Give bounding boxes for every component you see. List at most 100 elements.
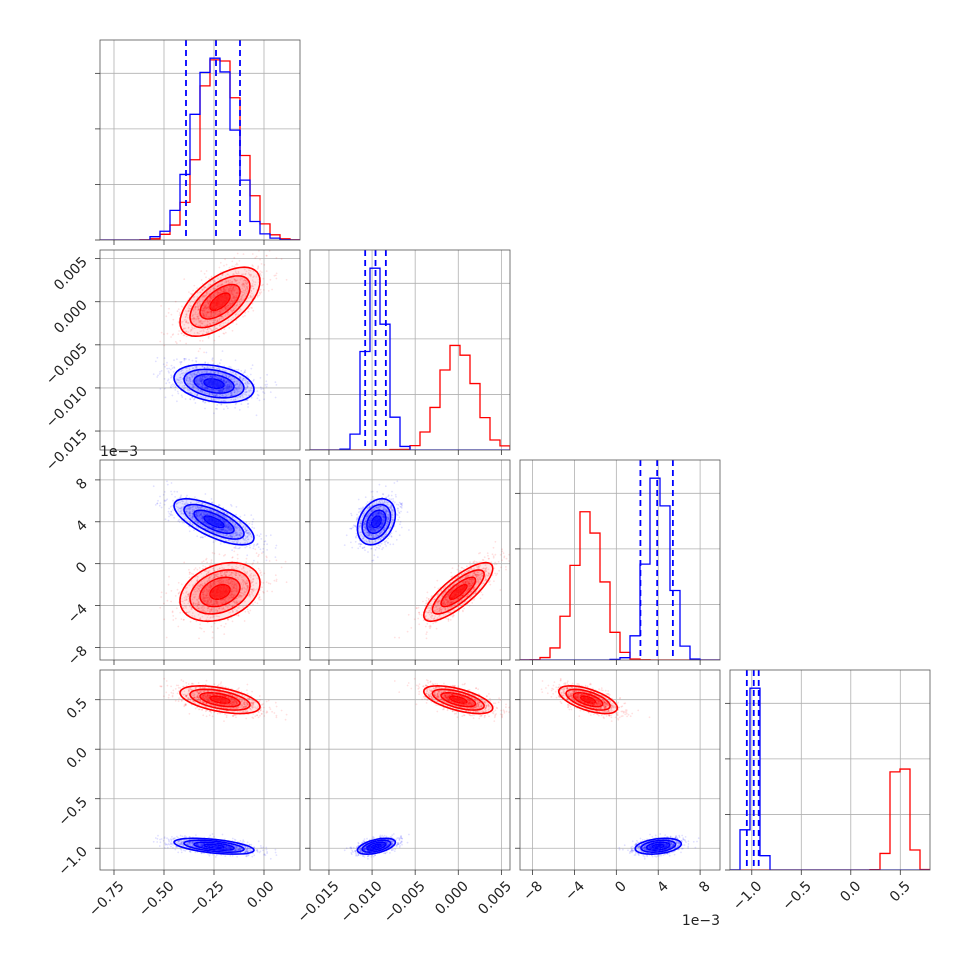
scatter-point (205, 371, 208, 374)
scatter-point (249, 389, 252, 391)
scatter-point (220, 389, 223, 392)
scatter-point (249, 295, 252, 297)
scatter-point (221, 390, 224, 393)
scatter-point (221, 394, 223, 397)
scatter-point (192, 308, 195, 311)
scatter-point (222, 580, 225, 583)
scatter-point (220, 403, 223, 406)
scatter-point (198, 637, 200, 640)
scatter-point (223, 379, 226, 382)
scatter-point (249, 373, 252, 376)
scatter-point (206, 307, 209, 310)
scatter-point (244, 386, 247, 389)
scatter-point (194, 307, 196, 310)
scatter-point (237, 292, 239, 295)
scatter-point (228, 387, 230, 390)
scatter-point (236, 390, 239, 393)
scatter-point (230, 391, 233, 394)
scatter-point (233, 290, 236, 293)
scatter-point (232, 299, 234, 302)
scatter-point (221, 389, 224, 392)
scatter-point (241, 295, 243, 298)
scatter-point (235, 304, 238, 307)
scatter-point (218, 289, 221, 291)
scatter-point (196, 383, 199, 386)
scatter-point (262, 590, 264, 593)
scatter-point (242, 396, 245, 399)
scatter-point (255, 552, 258, 555)
scatter-point (227, 383, 230, 386)
scatter-point (189, 330, 192, 333)
scatter-point (225, 381, 228, 383)
scatter-point (195, 305, 197, 308)
scatter-point (209, 323, 212, 326)
scatter-point (211, 375, 214, 378)
scatter-point (165, 636, 168, 639)
scatter-point (232, 288, 234, 291)
scatter-point (231, 281, 234, 283)
scatter-point (198, 319, 200, 322)
scatter-point (199, 380, 202, 383)
scatter-point (196, 292, 199, 294)
scatter-point (218, 362, 221, 365)
scatter-point (253, 378, 255, 381)
scatter-point (237, 390, 240, 393)
scatter-point (248, 390, 251, 393)
scatter-point (222, 379, 225, 382)
scatter-point (245, 283, 248, 286)
panel-frame (99, 249, 301, 451)
scatter-point (216, 388, 219, 391)
scatter-point (179, 376, 182, 379)
scatter-point (248, 307, 251, 310)
scatter-point (234, 289, 237, 291)
scatter-point (193, 332, 196, 334)
scatter-point (252, 287, 255, 290)
scatter-point (251, 563, 254, 566)
scatter-point (202, 400, 205, 403)
y-tick-label-param-1: 0.000 (51, 297, 91, 337)
scatter-point (231, 310, 234, 313)
scatter-point (202, 588, 205, 591)
scatter-point (156, 376, 159, 378)
scatter-point (201, 380, 204, 383)
scatter-point (194, 323, 197, 326)
scatter-point (203, 309, 205, 312)
scatter-point (160, 506, 163, 509)
scatter-point (229, 394, 232, 397)
scatter-point (196, 382, 199, 384)
scatter-point (206, 328, 209, 331)
scatter-point (201, 321, 204, 323)
scatter-point (220, 390, 222, 393)
scatter-point (220, 359, 222, 361)
scatter-point (201, 289, 204, 291)
scatter-point (248, 382, 251, 385)
scatter-point (200, 378, 203, 380)
scatter-point (232, 309, 235, 311)
scatter-point (216, 290, 219, 293)
scatter-point (218, 310, 221, 313)
scatter-point (192, 385, 195, 388)
scatter-point (265, 380, 268, 383)
scatter-point (181, 369, 184, 371)
scatter-point (186, 388, 189, 391)
scatter-point (224, 308, 227, 310)
scatter-point (171, 334, 174, 336)
scatter-point (182, 374, 185, 377)
scatter-point (246, 608, 249, 611)
scatter-point (211, 358, 214, 361)
scatter-point (200, 376, 203, 379)
scatter-point (233, 377, 236, 380)
scatter-point (203, 371, 206, 373)
scatter-point (186, 369, 188, 372)
scatter-point (209, 587, 212, 589)
scatter-point (157, 499, 159, 502)
scatter-point (203, 367, 206, 369)
scatter-point (250, 588, 253, 591)
scatter-point (217, 291, 220, 294)
scatter-point (202, 384, 204, 387)
scatter-point (188, 309, 191, 312)
scatter-point (159, 502, 162, 505)
scatter-point (251, 307, 254, 309)
scatter-point (238, 384, 241, 387)
scatter-point (185, 379, 188, 382)
